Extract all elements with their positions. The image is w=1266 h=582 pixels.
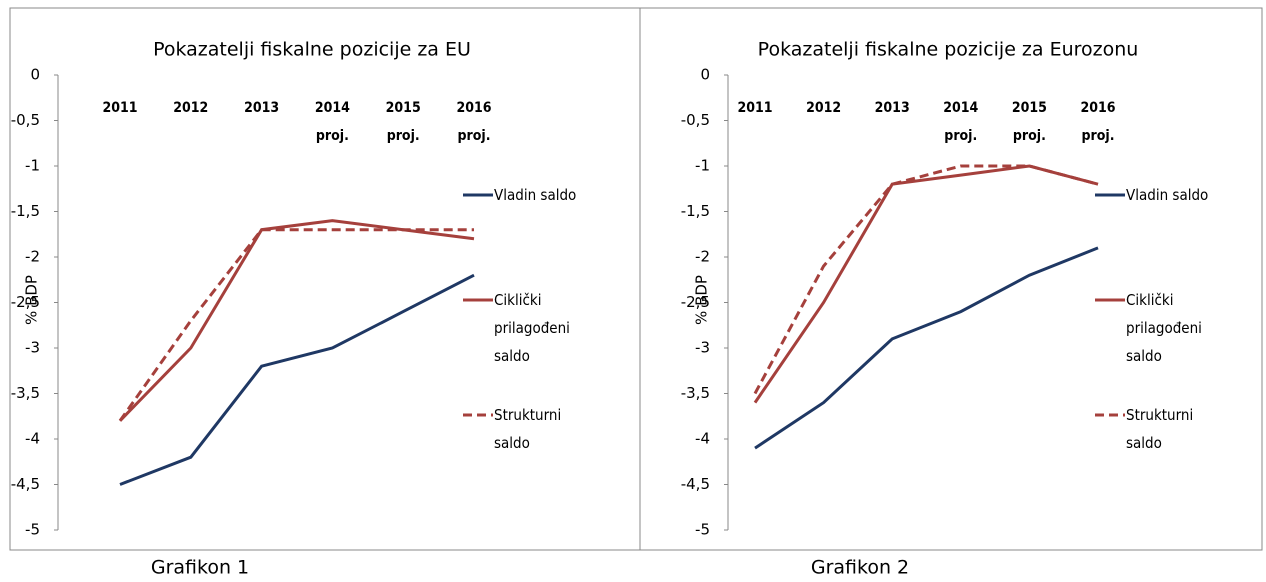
series-line [753,164,1099,395]
y-tick-label: -3,5 [681,384,710,402]
y-tick-label: -0,5 [681,111,710,129]
chart-title: Pokazatelji fiskalne pozicije za EU [153,39,471,61]
legend-label: Vladin saldo [1126,186,1208,204]
x-tick-label: 2012 [173,100,208,116]
y-tick-label: 0 [30,66,40,84]
y-tick-label: -1,5 [681,202,710,220]
x-tick-label: 2016 proj. [1080,100,1115,144]
x-tick-label: 2012 [806,100,841,116]
y-tick-label: -4,5 [681,475,710,493]
series-line [753,164,1099,404]
y-tick-label: -5 [25,521,40,539]
y-tick-label: -2,5 [681,293,710,311]
y-tick-label: -1 [695,157,710,175]
y-tick-label: -3 [25,339,40,357]
y-tick-label: -4 [25,430,40,448]
y-tick-label: -5 [695,521,710,539]
y-tick-label: -1 [25,157,40,175]
series-line [754,246,1099,450]
caption: Grafikon 2 [811,557,909,579]
series-line [118,219,475,422]
y-tick-label: -2 [25,248,40,266]
y-tick-label: -3 [695,339,710,357]
y-tick-label: 0 [700,66,710,84]
series-line [118,228,474,422]
chart-title: Pokazatelji fiskalne pozicije za Eurozon… [758,39,1139,61]
frame [9,7,641,551]
y-axis-label: % BDP [693,275,711,325]
x-tick-label: 2011 [737,100,772,116]
y-axis-label: % BDP [23,275,41,325]
legend-label: Ciklički prilagođeni saldo [494,291,570,365]
legend-label: Vladin saldo [494,186,576,204]
x-tick-label: 2013 [875,100,910,116]
y-tick-label: -2,5 [11,293,40,311]
legend-label: Strukturni saldo [1126,406,1193,452]
y-tick-label: -0,5 [11,111,40,129]
legend-label: Ciklički prilagođeni saldo [1126,291,1202,365]
series-line [119,273,475,486]
x-tick-label: 2014 proj. [315,100,350,144]
x-tick-label: 2014 proj. [943,100,978,144]
y-tick-label: -2 [695,248,710,266]
y-tick-label: -1,5 [11,202,40,220]
y-tick-label: -3,5 [11,384,40,402]
y-tick-label: -4 [695,430,710,448]
x-tick-label: 2011 [102,100,137,116]
x-tick-label: 2015 proj. [1012,100,1047,144]
frame [639,7,1263,551]
x-tick-label: 2015 proj. [386,100,421,144]
x-tick-label: 2016 proj. [456,100,491,144]
x-tick-label: 2013 [244,100,279,116]
y-tick-label: -4,5 [11,475,40,493]
legend-label: Strukturni saldo [494,406,561,452]
caption: Grafikon 1 [151,557,249,579]
